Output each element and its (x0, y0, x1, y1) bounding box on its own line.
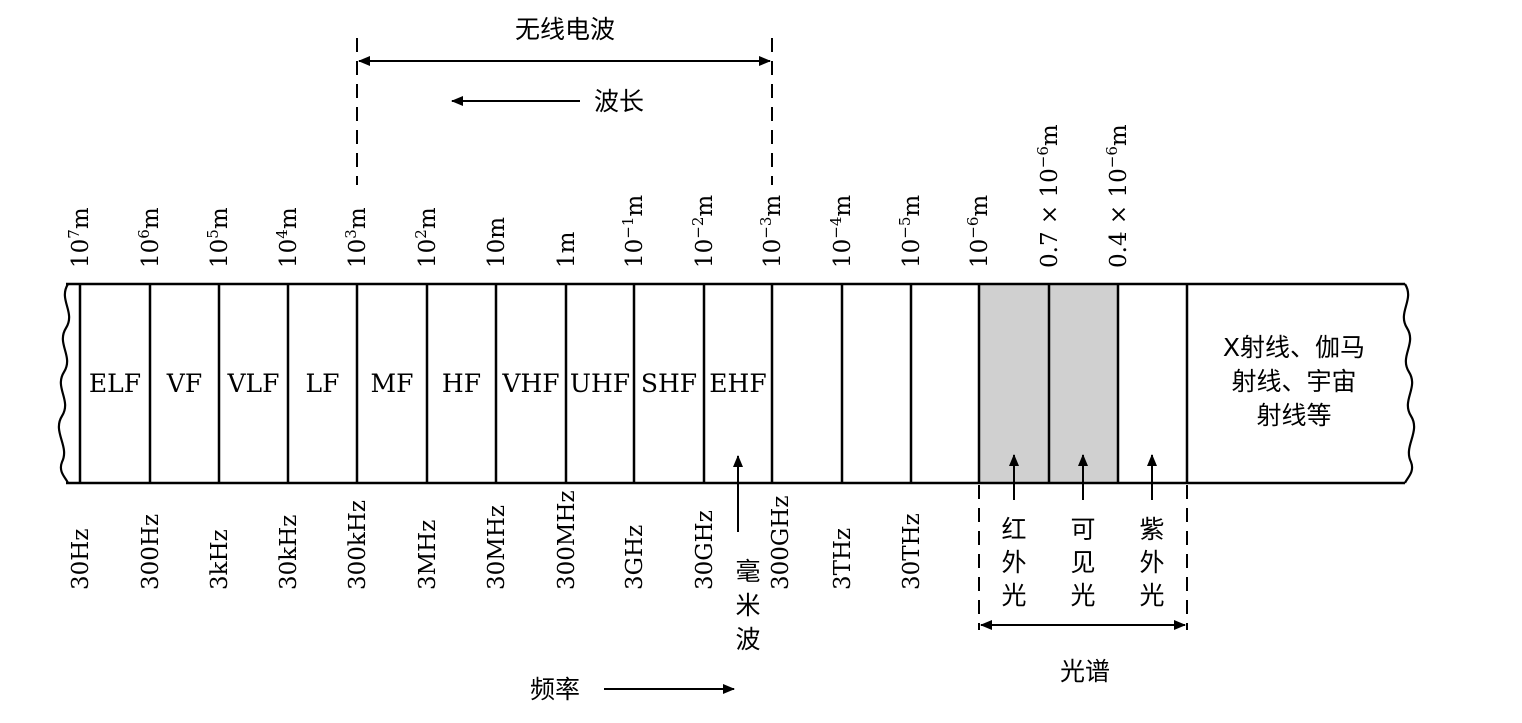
frequency-tick-label: 30Hz (68, 529, 94, 590)
millimeter-wave-label: 毫米波 (735, 557, 760, 654)
infrared-char: 红 (1001, 515, 1026, 544)
visible-light-char: 可 (1070, 515, 1095, 544)
infrared-char: 光 (1001, 581, 1026, 610)
wavelength-tick-label: 10−2m (689, 195, 718, 268)
wavelength-ticks: 107m 106m 105m 104m 103m 102m 10m 1m 10−1m 10−2m 1… (65, 124, 1132, 268)
millimeter-wave-char: 毫 (735, 557, 760, 586)
wavelength-tick-label: 10−6m (964, 195, 993, 268)
wavelength-tick-label: 10−4m (827, 195, 856, 268)
band-label: MF (371, 369, 414, 398)
wavelength-tick-label: 107m (65, 207, 94, 268)
wavelength-tick-label: 10−5m (896, 195, 925, 268)
bar-right-wavy-edge (1402, 283, 1416, 484)
wavelength-tick-label: 10−3m (757, 195, 786, 268)
high-energy-line: X射线、伽马 (1223, 333, 1365, 362)
visible-shade (1049, 284, 1118, 483)
wavelength-tick-label: 10−1m (619, 195, 648, 268)
wavelength-label: 波长 (594, 87, 644, 116)
band-label: VF (166, 369, 202, 398)
band-label: HF (442, 369, 481, 398)
frequency-tick-label: 3kHz (207, 529, 233, 590)
high-energy-line: 射线、宇宙 (1231, 367, 1356, 396)
infrared-char: 外 (1001, 548, 1026, 577)
bar-left-wavy-edge (57, 283, 71, 484)
wavelength-tick-label: 1m (554, 231, 580, 268)
band-label: SHF (641, 369, 697, 398)
wavelength-tick-label: 106m (135, 207, 164, 268)
visible-light-char: 见 (1070, 548, 1095, 577)
frequency-tick-label: 300Hz (138, 514, 164, 590)
frequency-tick-label: 3GHz (622, 525, 648, 590)
frequency-tick-label: 3THz (830, 528, 856, 590)
band-label: UHF (570, 369, 630, 398)
ultraviolet-char: 光 (1139, 581, 1164, 610)
wavelength-tick-label: 0.7 × 10−6m (1034, 124, 1063, 268)
wavelength-tick-label: 103m (342, 207, 371, 268)
frequency-tick-label: 300MHz (554, 490, 580, 590)
infrared-shade (979, 284, 1049, 483)
spectrum-label: 光谱 (1060, 657, 1110, 686)
frequency-ticks: 30Hz 300Hz 3kHz 30kHz 300kHz 3MHz 30MHz 300MHz 3… (68, 490, 925, 590)
band-label: VLF (226, 369, 279, 398)
radio-wave-title: 无线电波 (515, 15, 615, 44)
wavelength-tick-label: 0.4 × 10−6m (1103, 124, 1132, 268)
wavelength-tick-label: 104m (273, 207, 302, 268)
frequency-tick-label: 3MHz (415, 520, 441, 590)
band-label: ELF (89, 369, 141, 398)
wavelength-tick-label: 102m (412, 207, 441, 268)
visible-light-char: 光 (1070, 581, 1095, 610)
ultraviolet-char: 外 (1139, 548, 1164, 577)
frequency-tick-label: 300GHz (768, 496, 794, 590)
wavelength-tick-label: 105m (204, 207, 233, 268)
band-dividers (78, 284, 1189, 483)
frequency-tick-label: 30kHz (276, 515, 302, 590)
frequency-tick-label: 300kHz (345, 500, 371, 590)
band-labels: ELF VF VLF LF MF HF VHF UHF SHF EHF (89, 369, 767, 398)
frequency-tick-label: 30GHz (692, 510, 718, 590)
frequency-label: 频率 (530, 675, 580, 704)
band-label: VHF (501, 369, 559, 398)
frequency-tick-label: 30THz (899, 513, 925, 590)
millimeter-wave-char: 米 (735, 591, 760, 620)
high-energy-line: 射线等 (1256, 401, 1331, 430)
ultraviolet-char: 紫 (1139, 515, 1164, 544)
millimeter-wave-char: 波 (735, 625, 760, 654)
wavelength-tick-label: 10m (484, 217, 510, 268)
band-label: LF (306, 369, 340, 398)
frequency-tick-label: 30MHz (484, 505, 510, 590)
band-label: EHF (709, 369, 766, 398)
